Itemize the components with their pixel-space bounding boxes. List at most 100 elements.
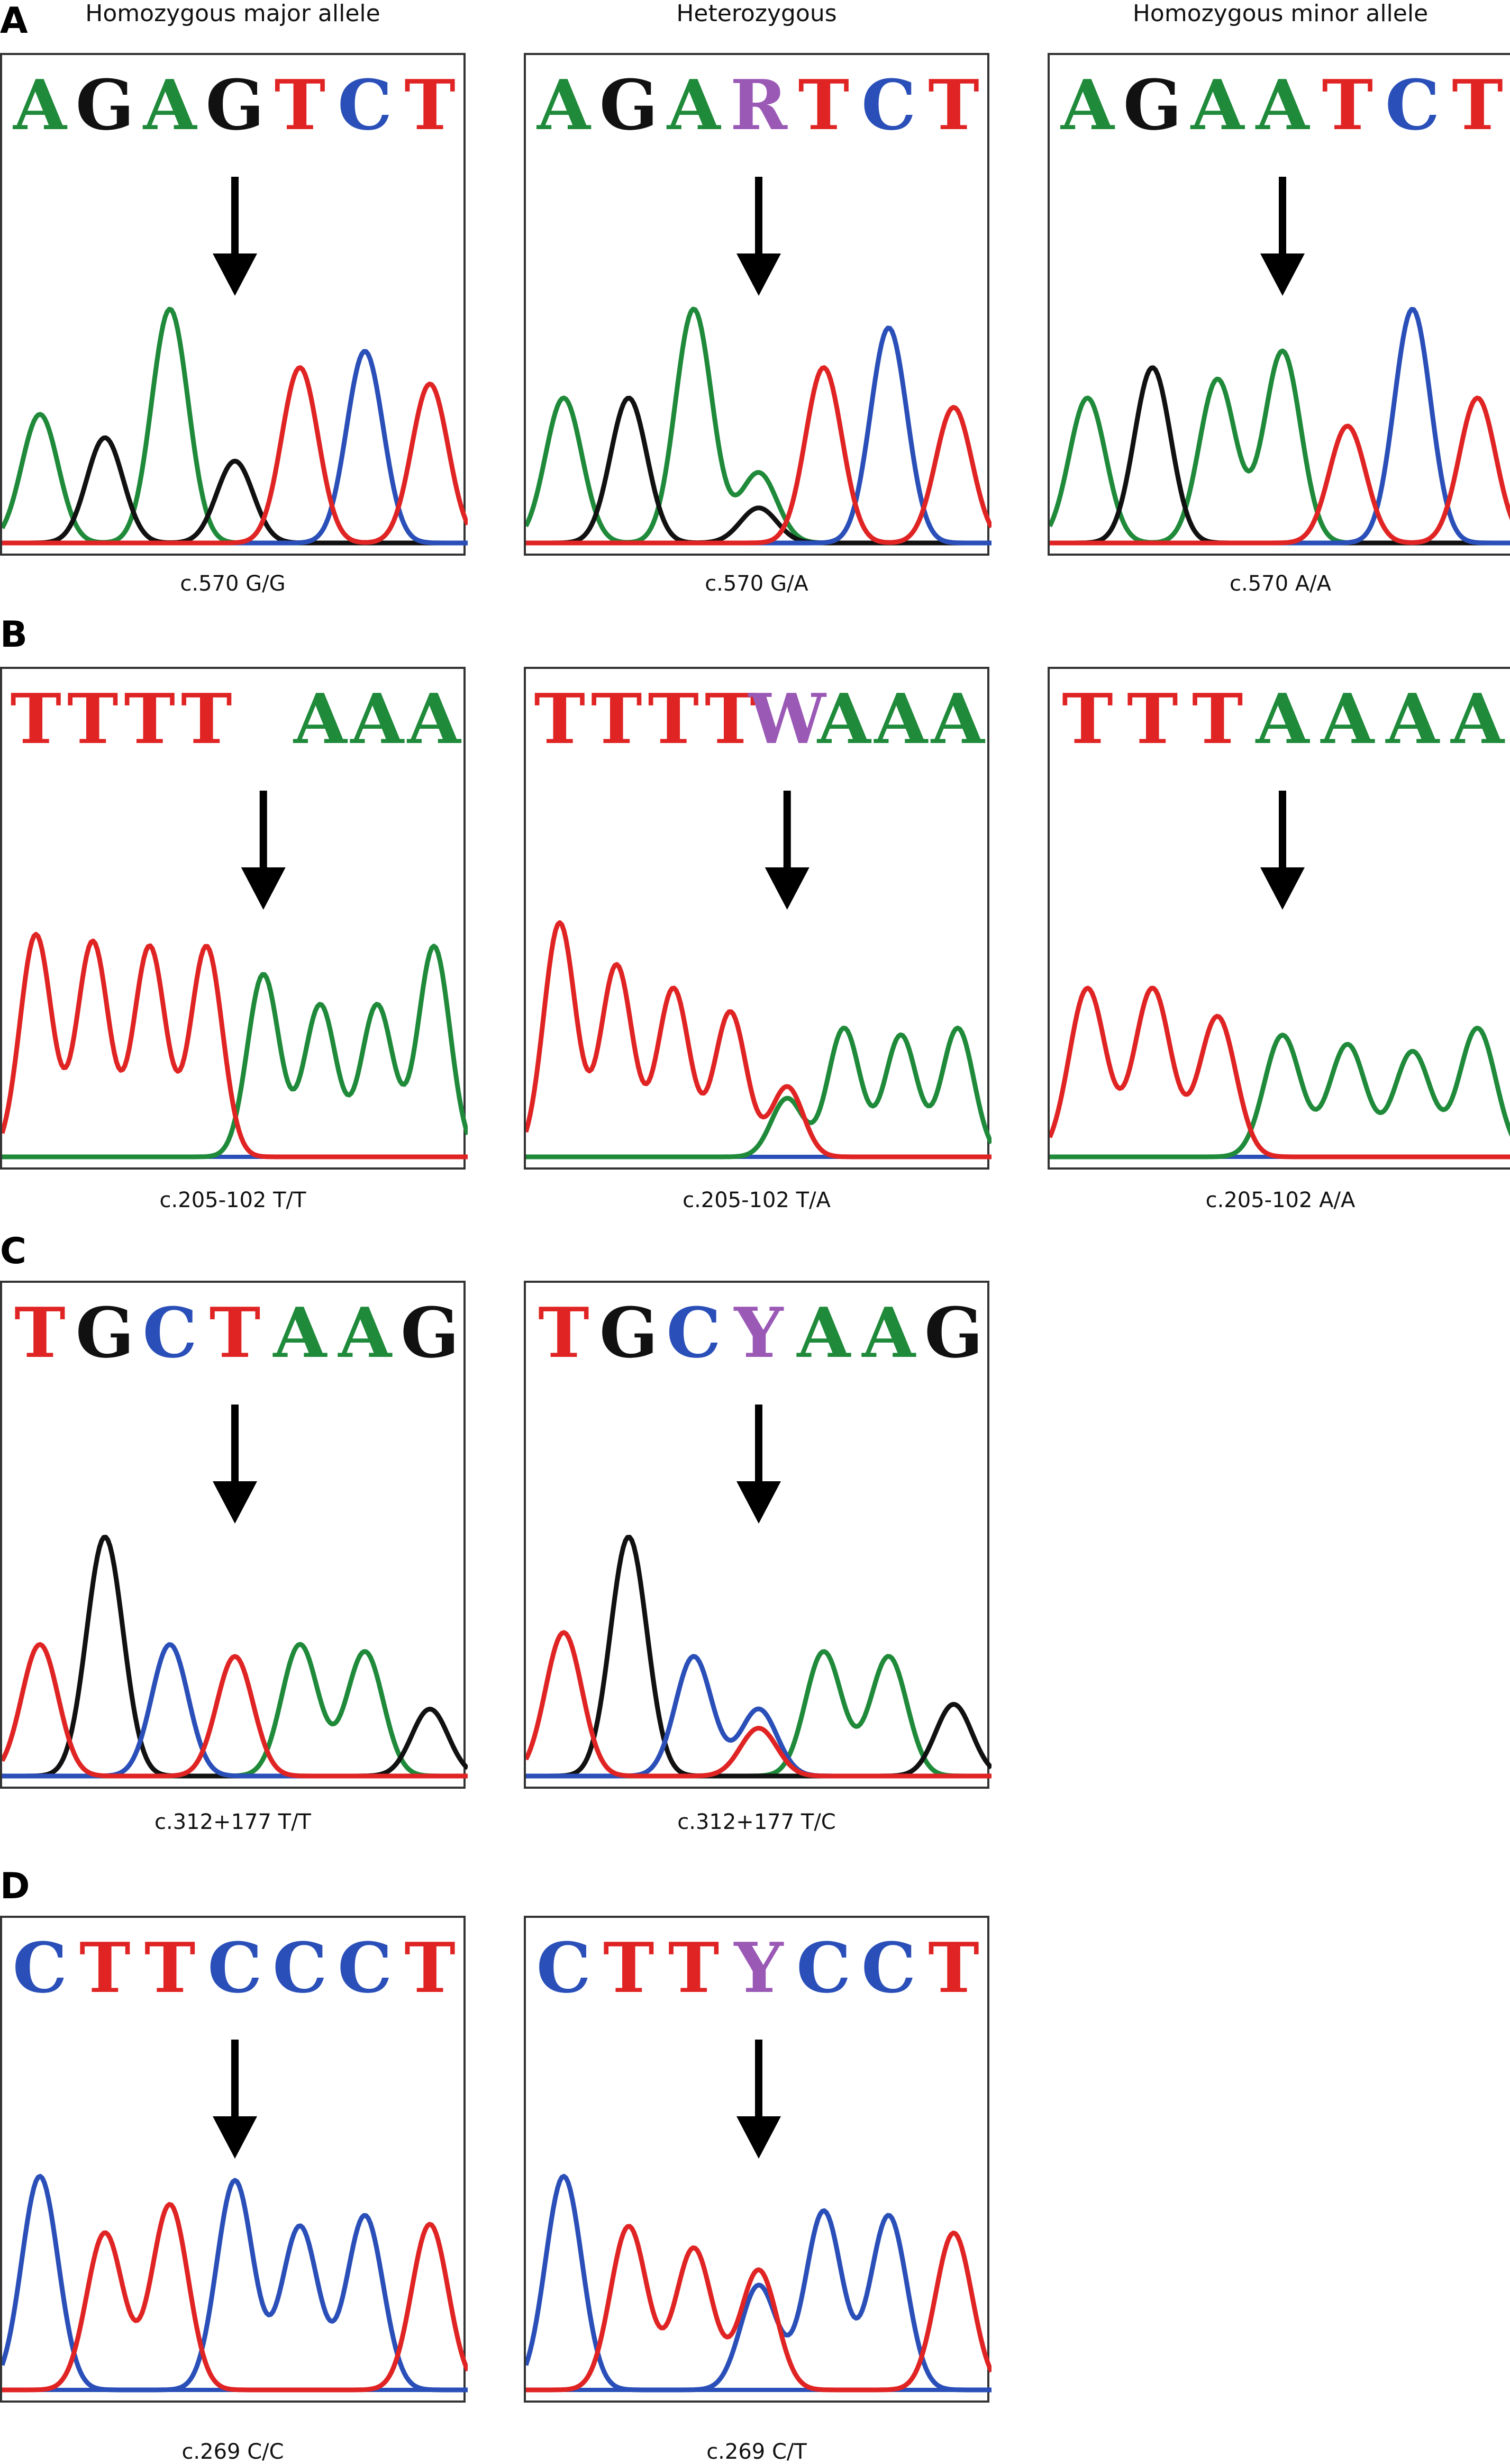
base-letter: G xyxy=(924,1292,983,1373)
base-letter: T xyxy=(1192,678,1243,759)
variant-arrow-icon xyxy=(1260,791,1305,910)
base-letter: T xyxy=(1127,678,1178,759)
base-letter: A xyxy=(1320,678,1375,759)
genotype-caption: c.269 C/C xyxy=(181,2440,284,2464)
base-letter: A xyxy=(930,678,986,759)
variant-arrow-icon xyxy=(736,177,781,296)
trace-g xyxy=(1050,365,1510,546)
variant-arrow-icon xyxy=(213,2040,257,2159)
genotype-caption: c.205-102 T/T xyxy=(159,1188,306,1212)
base-letter: A xyxy=(1385,678,1440,759)
base-letter: T xyxy=(124,678,175,759)
base-letter: C xyxy=(536,1927,591,2008)
variant-arrow-icon xyxy=(213,177,257,296)
base-letter: T xyxy=(14,1292,66,1373)
trace-t xyxy=(526,1630,991,1779)
base-letter: A xyxy=(406,678,462,759)
base-letter: G xyxy=(599,65,658,146)
base-letter: C xyxy=(861,1927,916,2008)
column-header-1: Homozygous major allele xyxy=(85,0,380,27)
genotype-caption: c.312+177 T/C xyxy=(677,1810,836,1834)
base-letter: T xyxy=(705,678,756,759)
base-letter: C xyxy=(666,1292,721,1373)
base-letter: A xyxy=(861,1292,916,1373)
base-letter: C xyxy=(338,1927,392,2008)
base-letter: T xyxy=(668,1927,720,2008)
genotype-caption: c.570 G/G xyxy=(180,572,286,596)
column-header-3: Homozygous minor allele xyxy=(1132,0,1429,27)
base-letter: C xyxy=(796,1927,851,2008)
trace-t xyxy=(526,920,991,1159)
base-letter: T xyxy=(798,65,849,146)
genotype-caption: c.269 C/T xyxy=(706,2440,807,2464)
row-label-a: A xyxy=(0,0,28,42)
base-letter: A xyxy=(272,1292,328,1373)
genotype-caption: c.570 G/A xyxy=(705,572,808,596)
trace-t xyxy=(1050,985,1510,1159)
variant-arrow-icon xyxy=(1260,177,1305,296)
base-letter: T xyxy=(144,1927,196,2008)
base-letter: A xyxy=(1450,678,1505,759)
base-letter: G xyxy=(76,65,134,146)
base-letter: C xyxy=(13,1927,67,2008)
base-letter: T xyxy=(928,65,979,146)
base-letter: T xyxy=(603,1927,654,2008)
base-letter: G xyxy=(1123,65,1182,146)
trace-t xyxy=(2,1642,468,1779)
genotype-caption: c.570 A/A xyxy=(1230,572,1331,596)
trace-t xyxy=(526,2224,991,2393)
base-letter: T xyxy=(79,1927,131,2008)
base-letter: A xyxy=(536,65,592,146)
trace-c xyxy=(526,2173,991,2393)
variant-arrow-icon xyxy=(765,791,809,910)
base-letter: A xyxy=(142,65,198,146)
base-letter: A xyxy=(1255,65,1311,146)
variant-arrow-icon xyxy=(241,791,286,910)
base-letter: T xyxy=(1062,678,1113,759)
row-label-d: D xyxy=(0,1865,30,1907)
base-letter: T xyxy=(538,1292,589,1373)
base-letter: C xyxy=(338,65,392,146)
base-letter: T xyxy=(181,678,232,759)
trace-t xyxy=(2,2202,468,2393)
variant-arrow-icon xyxy=(736,1405,781,1524)
base-letter: W xyxy=(748,678,827,759)
base-letter: C xyxy=(272,1927,327,2008)
chromatogram-svg: T T T TWA A A xyxy=(526,678,991,1159)
genotype-caption: c.312+177 T/T xyxy=(154,1810,311,1834)
trace-a xyxy=(2,1642,468,1779)
base-letter: A xyxy=(1190,65,1245,146)
base-letter: A xyxy=(1255,678,1311,759)
base-letter: C xyxy=(1385,65,1440,146)
base-letter: T xyxy=(274,65,325,146)
base-letter: R xyxy=(730,65,788,146)
base-letter: A xyxy=(816,678,872,759)
base-letter: C xyxy=(207,1927,262,2008)
trace-t xyxy=(526,365,991,546)
trace-a xyxy=(526,1026,991,1159)
row-label-b: B xyxy=(0,614,28,656)
base-letter: T xyxy=(10,678,61,759)
base-letter: T xyxy=(210,1292,261,1373)
base-letter: C xyxy=(142,1292,197,1373)
base-letter: Y xyxy=(733,1927,785,2008)
base-letter: T xyxy=(1322,65,1373,146)
base-letter: A xyxy=(873,678,929,759)
